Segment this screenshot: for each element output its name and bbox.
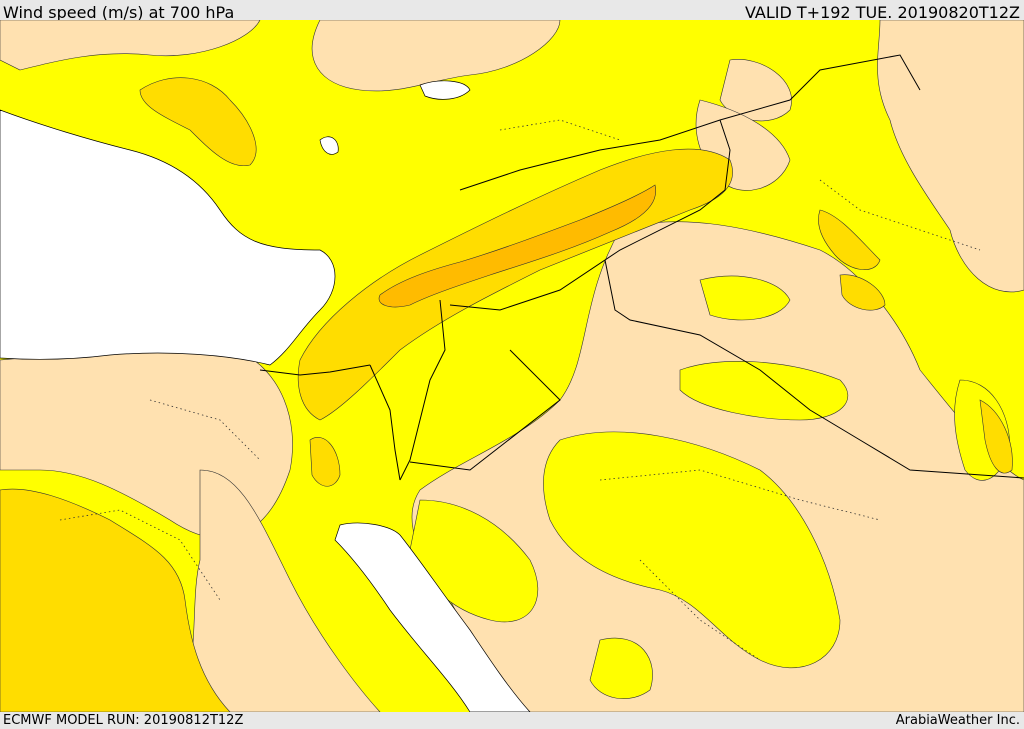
cyprus-sea-patch xyxy=(319,136,339,155)
wind-speed-map xyxy=(0,20,1024,712)
model-run: ECMWF MODEL RUN: 20190812T12Z xyxy=(3,713,244,728)
red-sea xyxy=(334,522,531,712)
mediterranean-sea xyxy=(0,109,336,366)
country-borders xyxy=(259,54,1024,481)
sea-areas xyxy=(0,80,531,712)
credit: ArabiaWeather Inc. xyxy=(895,713,1020,728)
high-wind-areas xyxy=(378,184,657,308)
valid-time: VALID T+192 TUE. 20190820T12Z xyxy=(744,3,1020,22)
header-bar: Wind speed (m/s) at 700 hPa VALID T+192 … xyxy=(0,0,1024,22)
footer-bar: ECMWF MODEL RUN: 20190812T12Z ArabiaWeat… xyxy=(0,712,1024,729)
moderate-wind-islands xyxy=(409,275,1011,699)
internal-boundaries xyxy=(59,119,981,661)
map-title: Wind speed (m/s) at 700 hPa xyxy=(3,3,235,22)
small-lake xyxy=(419,80,471,100)
